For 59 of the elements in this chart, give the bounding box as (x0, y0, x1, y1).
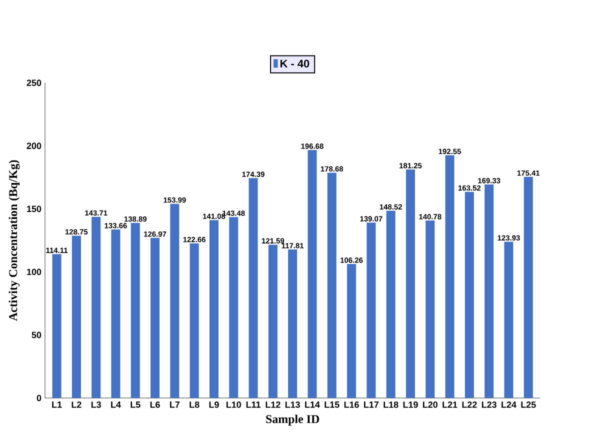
y-axis-title: Activity Concentration (Bq/Kg) (8, 160, 20, 321)
bar (308, 150, 317, 398)
bar (111, 229, 120, 398)
bar (524, 176, 533, 398)
x-axis-title: Sample ID (266, 414, 320, 426)
x-tick-label: L24 (502, 402, 516, 408)
x-tick-label: L3 (91, 402, 101, 408)
x-tick-label: L9 (209, 402, 219, 408)
x-tick-label: L5 (130, 402, 140, 408)
bar (288, 249, 298, 398)
x-tick-label: L23 (482, 402, 496, 408)
bar (170, 204, 180, 398)
bar (150, 238, 160, 398)
x-tick-label: L11 (246, 402, 261, 408)
bar (386, 210, 396, 398)
x-tick-label: L22 (462, 402, 477, 408)
x-tick-label: L20 (423, 402, 438, 408)
bar (426, 220, 435, 398)
x-tick-label: L12 (266, 402, 280, 408)
x-tick-label: L15 (324, 402, 340, 408)
y-tick-label: 100 (27, 268, 42, 276)
x-tick-label: L10 (226, 402, 241, 408)
x-tick-label: L7 (170, 402, 180, 408)
y-tick-label: 150 (27, 206, 42, 212)
y-tick-label: 200 (26, 142, 42, 150)
bar (327, 172, 336, 398)
bar (229, 217, 238, 398)
x-tick-label: L18 (384, 402, 398, 408)
bar (190, 243, 199, 398)
bar (92, 216, 101, 398)
bar (72, 236, 81, 398)
bar (130, 222, 140, 398)
bar (366, 222, 376, 398)
x-tick-label: L25 (521, 402, 536, 408)
bar (445, 155, 454, 398)
x-tick-label: L2 (72, 402, 82, 408)
bar (209, 220, 218, 398)
bar (52, 254, 62, 398)
bar (347, 264, 356, 398)
bar (268, 244, 278, 398)
bar (484, 184, 494, 398)
x-tick-label: L16 (344, 402, 359, 408)
x-tick-label: L4 (111, 402, 121, 408)
y-tick-label: 250 (26, 80, 42, 86)
y-tick-label: 0 (36, 394, 42, 402)
y-tick-label: 50 (32, 332, 42, 338)
x-tick-label: L1 (52, 402, 62, 408)
x-tick-label: L21 (442, 402, 458, 408)
x-tick-label: L17 (364, 402, 379, 408)
x-tick-label: L13 (285, 402, 300, 408)
bar (464, 192, 474, 398)
x-tick-label: L19 (403, 402, 418, 408)
bar (504, 242, 514, 398)
bar (406, 170, 415, 398)
x-tick-label: L8 (190, 402, 200, 408)
x-tick-label: L6 (150, 402, 160, 408)
bar (248, 178, 258, 398)
legend-label: K - 40 (280, 60, 310, 68)
x-tick-label: L14 (305, 402, 320, 408)
